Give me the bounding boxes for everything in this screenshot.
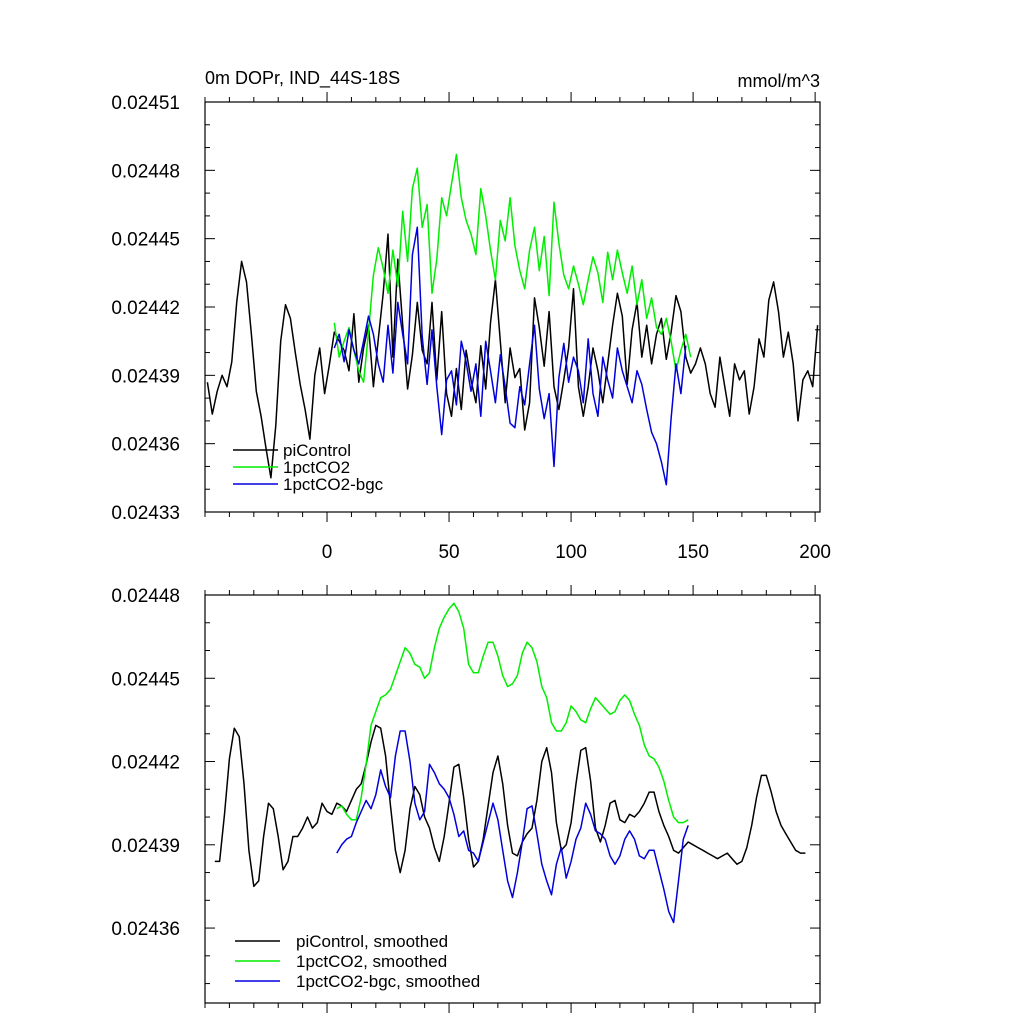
y-tick-label: 0.02433 <box>111 503 180 524</box>
series-group <box>214 602 806 924</box>
top-panel: 0 50 100 150 200 0.02433 0.02436 0.02439 0.02442… <box>111 68 831 563</box>
series-line-1pctco2 <box>333 153 692 383</box>
y-tick-label: 0.02442 <box>111 753 180 774</box>
legend-label: 1pctCO2 <box>283 458 350 477</box>
y-tick-label: 0.02445 <box>111 230 180 251</box>
y-tick-label: 0.02448 <box>111 586 180 607</box>
plot-frame <box>204 594 821 1004</box>
x-tick-label: 50 <box>438 542 459 563</box>
legend-label: 1pctCO2, smoothed <box>296 952 447 971</box>
y-tick-label: 0.02442 <box>111 298 180 319</box>
legend-label: piControl, smoothed <box>296 932 448 951</box>
series-line-picontrol <box>206 233 819 479</box>
y-tick-label: 0.02448 <box>111 161 180 182</box>
series-line-1pctco2-smoothed <box>336 602 689 824</box>
legend-label: piControl <box>283 441 351 460</box>
legend-label: 1pctCO2-bgc, smoothed <box>296 972 480 991</box>
units-label: mmol/m^3 <box>738 71 820 91</box>
y-tick-label: 0.02439 <box>111 366 180 387</box>
y-tick-label: 0.02436 <box>111 435 180 456</box>
series-line-1pctco2-bgc <box>333 226 687 486</box>
chart-title: 0m DOPr, IND_44S-18S <box>205 68 400 89</box>
y-tick-label: 0.02439 <box>111 836 180 857</box>
x-tick-label: 0 <box>322 542 333 563</box>
legend-label: 1pctCO2-bgc <box>283 475 384 494</box>
series-group <box>206 153 819 486</box>
y-tick-label: 0.02445 <box>111 669 180 690</box>
x-tick-label: 200 <box>799 542 831 563</box>
y-tick-label: 0.02436 <box>111 919 180 940</box>
series-line-1pctco2-bgc-smoothed <box>336 730 689 924</box>
x-tick-label: 100 <box>555 542 587 563</box>
x-tick-label: 150 <box>677 542 709 563</box>
series-line-picontrol-smoothed <box>214 724 806 888</box>
y-tick-label: 0.02451 <box>111 93 180 114</box>
bottom-panel: 0.02436 0.02439 0.02442 0.02445 0.02448 piCon… <box>111 585 821 1013</box>
